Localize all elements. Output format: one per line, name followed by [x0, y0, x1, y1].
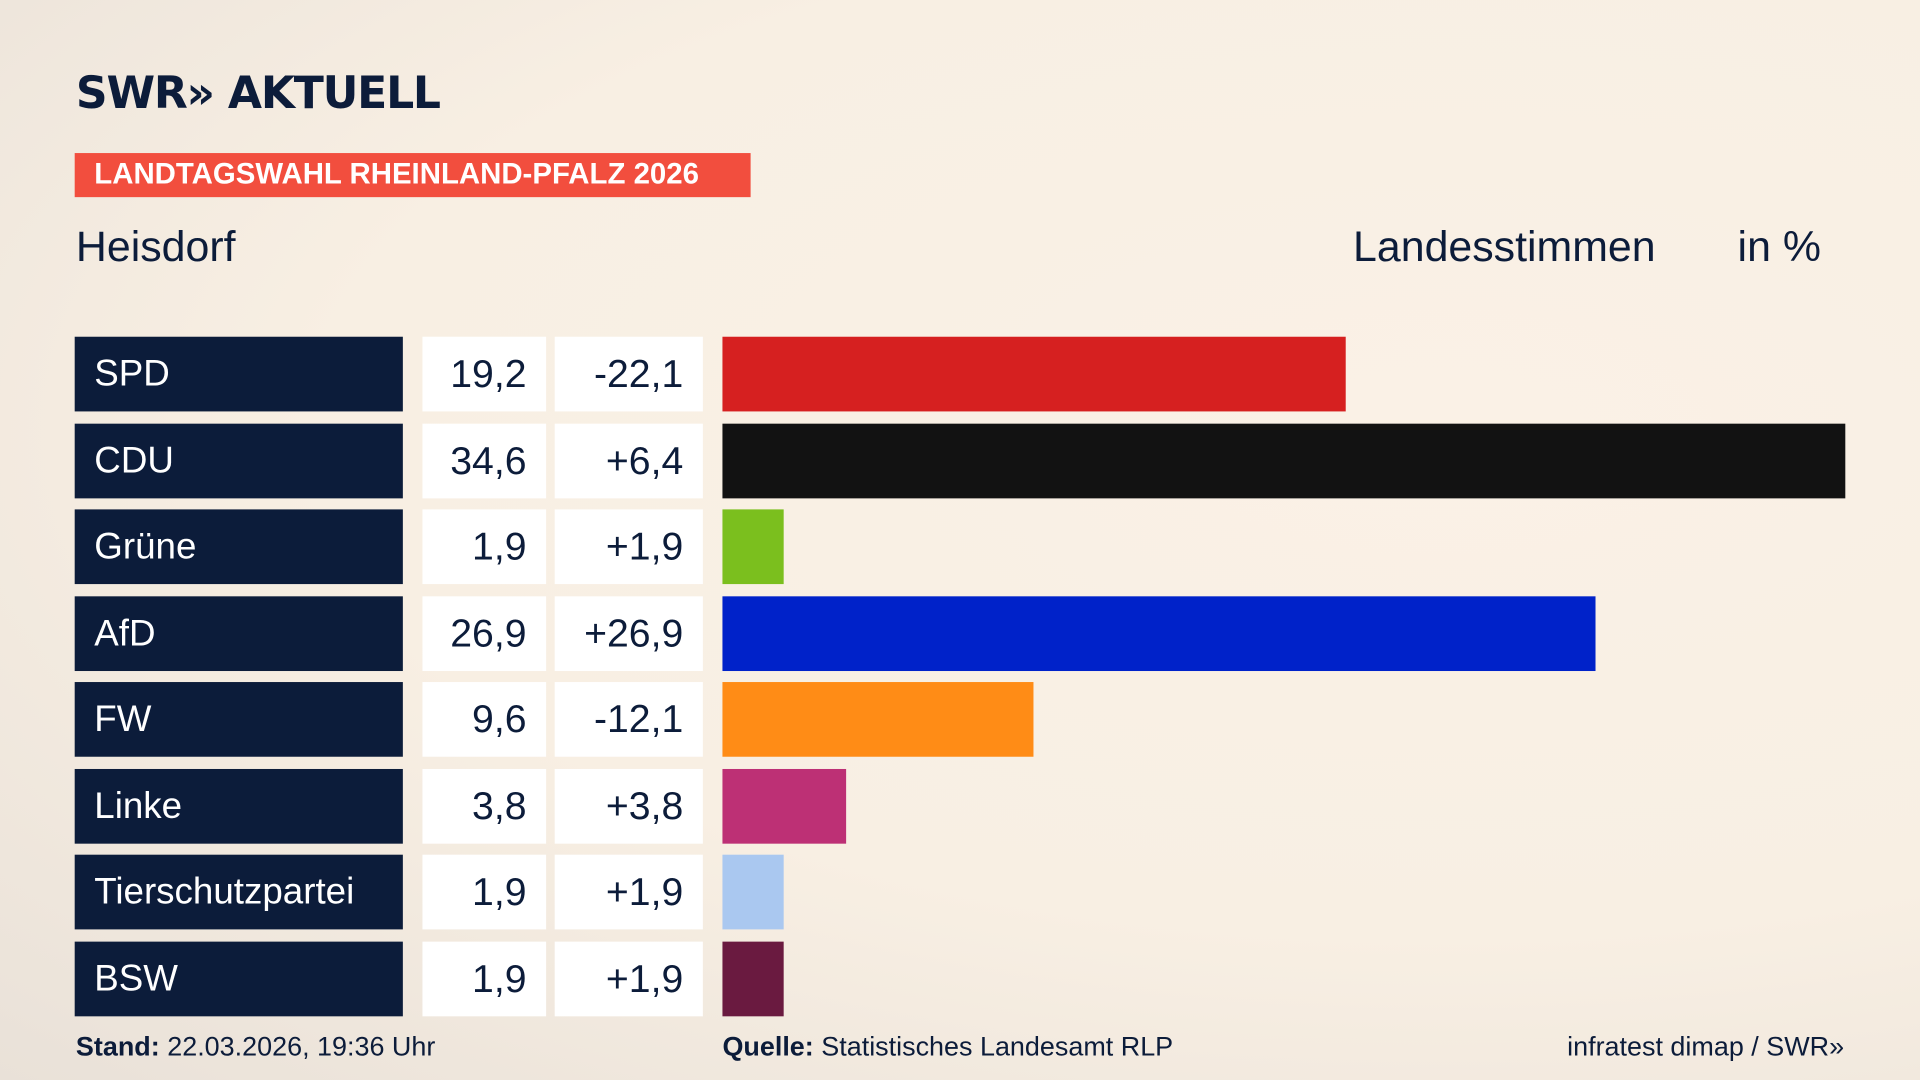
diff-label: +1,9 [554, 941, 703, 1016]
source-label: Quelle: [722, 1031, 814, 1062]
value-label: 3,8 [422, 768, 547, 844]
value-label: 1,9 [422, 941, 547, 1016]
party-label: CDU [74, 423, 403, 498]
credit: infratest dimap / SWR» [1567, 1031, 1845, 1062]
value-label: 19,2 [422, 336, 547, 412]
bar-afd [722, 595, 1596, 671]
diff-label: +1,9 [554, 509, 703, 585]
party-label: SPD [74, 336, 403, 412]
stand: Stand: 22.03.2026, 19:36 Uhr [76, 1031, 435, 1063]
diff-label: +3,8 [554, 768, 703, 844]
swr-aktuell-logo: SWR» AKTUELL [75, 68, 441, 119]
stand-value: 22.03.2026, 19:36 Uhr [167, 1031, 436, 1062]
value-label: 1,9 [422, 854, 547, 930]
diff-label: -12,1 [554, 682, 703, 757]
stand-label: Stand: [75, 1031, 160, 1062]
bar-fw [722, 682, 1034, 757]
party-label: Grüne [74, 509, 403, 585]
source-value: Statistisches Landesamt RLP [821, 1031, 1174, 1062]
election-tag: LANDTAGSWAHL RHEINLAND-PFALZ 2026 [74, 153, 751, 198]
diff-label: +6,4 [554, 423, 703, 498]
diff-label: +1,9 [554, 854, 703, 930]
party-label: FW [74, 682, 403, 757]
value-label: 1,9 [422, 509, 547, 585]
bar-tierschutzpartei [722, 854, 785, 930]
bar-spd [722, 336, 1346, 412]
location-title: Heisdorf [75, 222, 236, 271]
value-label: 9,6 [422, 682, 547, 757]
bar-linke [722, 768, 846, 844]
diff-label: +26,9 [554, 595, 703, 671]
party-label: Tierschutzpartei [74, 854, 403, 930]
vote-kind: Landesstimmen [1353, 222, 1656, 271]
value-label: 26,9 [422, 595, 547, 671]
party-label: AfD [74, 595, 403, 671]
source: Quelle: Statistisches Landesamt RLP [722, 1031, 1173, 1063]
diff-label: -22,1 [554, 336, 703, 412]
party-label: Linke [74, 768, 403, 844]
bar-cdu [722, 423, 1846, 498]
bar-bsw [722, 941, 785, 1016]
bar-grüne [722, 509, 785, 585]
value-label: 34,6 [422, 423, 547, 498]
party-label: BSW [74, 941, 403, 1016]
unit-label: in % [1737, 222, 1821, 271]
